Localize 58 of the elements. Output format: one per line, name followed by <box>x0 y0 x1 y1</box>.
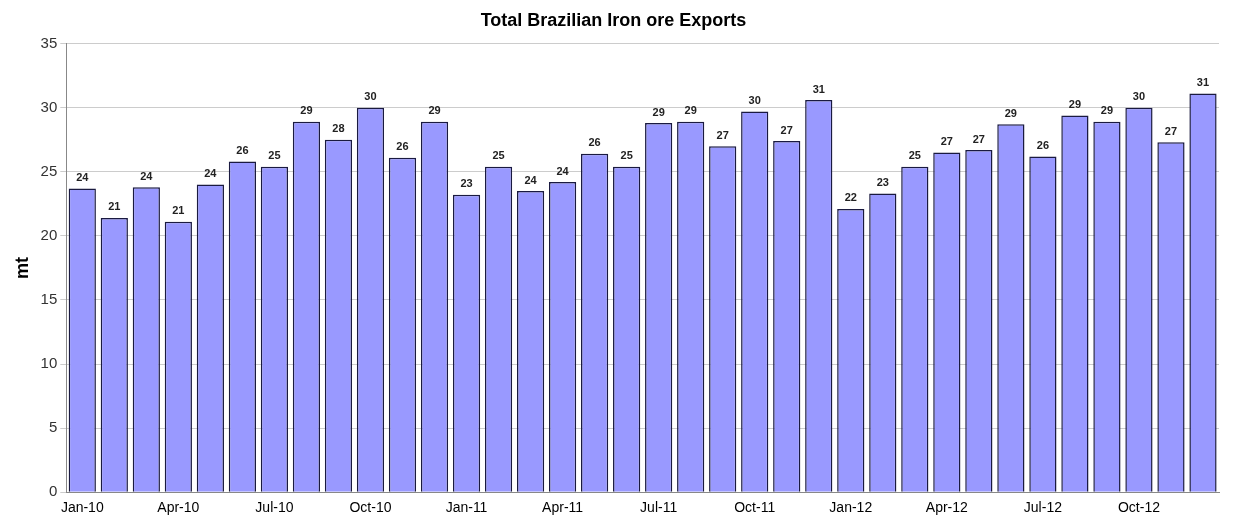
chart-title: Total Brazilian Iron ore Exports <box>480 9 747 30</box>
data-label: 25 <box>620 149 633 162</box>
data-label: 29 <box>1004 106 1017 119</box>
data-label: 31 <box>1196 76 1210 89</box>
data-label: 30 <box>748 94 761 107</box>
data-label: 24 <box>140 169 154 182</box>
x-tick-label: Apr-10 <box>157 499 200 516</box>
y-tick-label: 25 <box>40 161 58 179</box>
data-label: 27 <box>780 123 793 136</box>
x-tick-label: Jul-11 <box>640 499 678 516</box>
data-label: 23 <box>876 176 889 189</box>
data-label: 31 <box>812 82 825 95</box>
x-tick-label: Jan-11 <box>445 499 488 516</box>
data-label: 29 <box>1068 97 1082 110</box>
x-tick-label: Jul-10 <box>255 499 294 516</box>
x-tick-label: Oct-12 <box>1117 499 1161 516</box>
x-tick-label: Jan-12 <box>829 499 873 516</box>
y-tick-label: 0 <box>48 482 58 500</box>
data-label: 30 <box>1132 90 1146 103</box>
y-tick-label: 20 <box>40 226 58 243</box>
data-label: 29 <box>684 104 697 117</box>
y-tick-label: 10 <box>40 354 58 372</box>
y-tick-label: 15 <box>40 290 58 308</box>
data-label: 21 <box>108 200 121 213</box>
data-label: 29 <box>652 105 665 118</box>
data-label: 29 <box>428 104 441 117</box>
data-label: 26 <box>588 136 601 149</box>
data-label: 25 <box>908 149 921 162</box>
x-tick-label: Oct-11 <box>734 499 776 516</box>
x-tick-label: Oct-10 <box>349 499 392 516</box>
data-label: 25 <box>268 149 281 162</box>
x-tick-label: Jul-12 <box>1023 499 1063 516</box>
x-tick-label: Apr-12 <box>925 499 969 516</box>
data-label: 25 <box>492 149 505 162</box>
data-label: 29 <box>1100 104 1114 117</box>
data-label: 27 <box>1164 124 1178 137</box>
data-label: 27 <box>940 135 953 148</box>
data-label: 21 <box>172 204 185 217</box>
y-tick-label: 5 <box>48 418 58 436</box>
y-tick-label: 30 <box>40 97 58 115</box>
data-label: 27 <box>972 132 985 145</box>
data-label: 27 <box>716 128 729 141</box>
data-label: 26 <box>396 140 409 153</box>
y-axis-title: mt <box>11 256 32 279</box>
data-label: 26 <box>236 144 249 157</box>
data-label: 29 <box>300 104 313 117</box>
data-label: 22 <box>844 191 857 204</box>
y-tick-label: 35 <box>40 33 58 51</box>
data-label: 30 <box>364 90 377 103</box>
data-label: 28 <box>332 122 345 135</box>
data-label: 26 <box>1036 138 1050 151</box>
data-label: 24 <box>556 164 570 177</box>
x-tick-label: Jan-10 <box>60 499 104 516</box>
data-label: 24 <box>204 167 218 180</box>
data-label: 23 <box>460 177 473 190</box>
data-label: 24 <box>524 173 538 186</box>
x-tick-label: Apr-11 <box>542 499 584 516</box>
data-label: 24 <box>76 170 90 183</box>
